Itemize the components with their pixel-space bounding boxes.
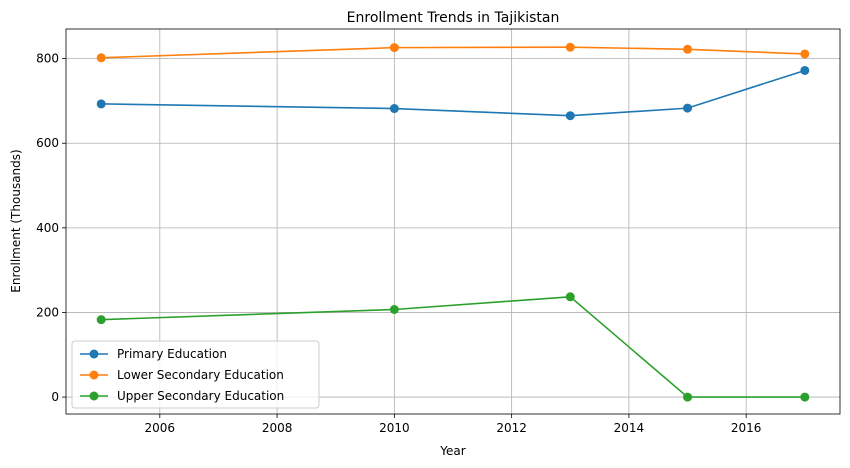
x-tick-label: 2006 xyxy=(145,421,176,435)
y-tick-label: 800 xyxy=(36,52,59,66)
data-point xyxy=(565,292,575,302)
data-point xyxy=(800,392,810,402)
x-tick-label: 2010 xyxy=(379,421,410,435)
data-point xyxy=(683,392,693,402)
series-layer xyxy=(96,42,810,402)
data-point xyxy=(800,49,810,59)
series-2 xyxy=(96,42,810,63)
data-point xyxy=(389,305,399,314)
y-tick-label: 400 xyxy=(36,221,59,235)
data-point xyxy=(565,111,575,121)
y-tick-label: 0 xyxy=(51,390,59,404)
data-point xyxy=(683,103,693,113)
x-tick-label: 2012 xyxy=(496,421,527,435)
data-point xyxy=(389,104,399,114)
x-tick-label: 2008 xyxy=(262,421,293,435)
data-point xyxy=(96,315,106,325)
ticks-layer: 2006 2008 2010 2012 2014 2016 0 200 400 600 800 xyxy=(36,52,761,435)
y-axis-label: Enrollment (Thousands) xyxy=(9,149,23,292)
data-point xyxy=(683,44,693,54)
y-tick-label: 200 xyxy=(36,305,59,319)
series-1 xyxy=(96,65,810,121)
data-point xyxy=(96,99,106,109)
series-3 xyxy=(96,292,810,402)
data-point xyxy=(800,65,810,75)
data-point xyxy=(565,42,575,52)
x-axis-label: Year xyxy=(439,444,465,458)
data-point xyxy=(389,43,399,53)
y-tick-label: 600 xyxy=(36,136,59,150)
x-tick-label: 2016 xyxy=(731,421,762,435)
legend-label: Primary Education xyxy=(117,347,227,361)
x-tick-label: 2014 xyxy=(614,421,645,435)
legend-label: Lower Secondary Education xyxy=(117,368,284,382)
legend-marker xyxy=(89,370,99,380)
data-point xyxy=(96,53,106,63)
legend-marker xyxy=(89,349,99,359)
chart-title: Enrollment Trends in Tajikistan xyxy=(347,10,560,26)
legend-marker xyxy=(89,391,99,401)
plot-frame xyxy=(65,28,841,415)
legend: Primary Education Lower Secondary Educati… xyxy=(71,340,320,409)
legend-box xyxy=(71,340,320,409)
legend-label: Upper Secondary Education xyxy=(117,389,284,403)
